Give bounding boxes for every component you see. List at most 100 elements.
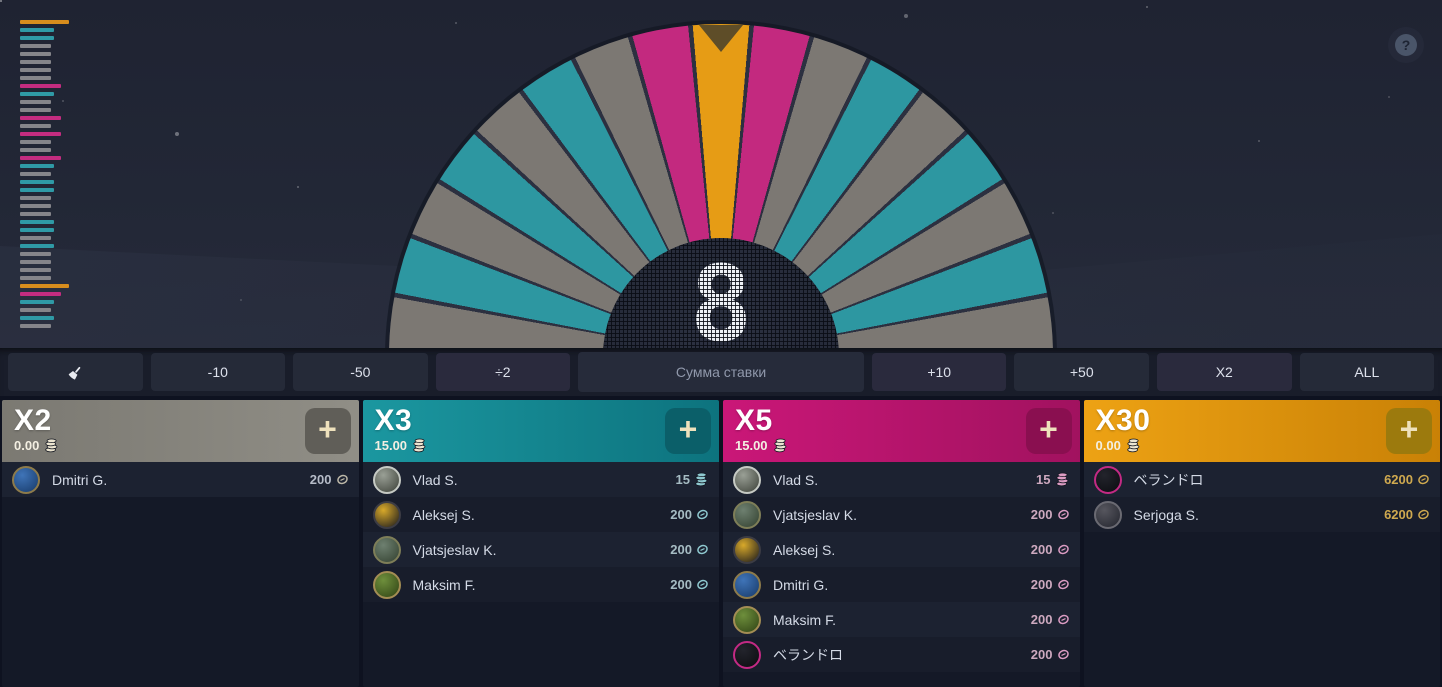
history-bar-x2: [20, 140, 51, 144]
player-row: ベランドロ 200: [723, 637, 1080, 672]
bet-amount: 15: [676, 472, 709, 487]
history-bar-x2: [20, 308, 51, 312]
player-row: Serjoga S. 6200: [1083, 497, 1440, 532]
column-multiplier-label: X30: [1095, 404, 1151, 437]
add-bet-button-x5[interactable]: +: [1025, 408, 1072, 454]
history-bar-x2: [20, 60, 51, 64]
avatar: [372, 465, 401, 494]
player-name: Aleksej S.: [412, 506, 475, 523]
avatar: [372, 570, 401, 599]
coin-stack-icon: [412, 438, 427, 453]
bet-amount-value: 200: [309, 472, 332, 487]
coin-icon: [1057, 543, 1070, 556]
bet-amount-value: 200: [670, 577, 692, 592]
coin-icon: [696, 543, 709, 556]
bet-all-in-button[interactable]: ALL: [1299, 353, 1435, 391]
bet-plus-10-button[interactable]: +10: [871, 353, 1007, 391]
coin-icon: [336, 473, 349, 486]
add-bet-button-x2[interactable]: +: [304, 408, 351, 454]
player-name: ベランドロ: [773, 646, 843, 663]
bet-amount-value: 6200: [1384, 472, 1413, 487]
history-bar-x2: [20, 276, 51, 280]
bet-double-button[interactable]: X2: [1157, 353, 1292, 391]
plus-icon: +: [678, 411, 698, 447]
column-multiplier-label: X5: [735, 404, 773, 437]
history-bar-x5: [20, 292, 61, 296]
avatar: [1093, 465, 1122, 494]
clear-bet-button[interactable]: [8, 353, 143, 391]
bet-amount-value: 200: [1030, 577, 1053, 592]
history-bar-x5: [20, 116, 61, 120]
coin-stack-icon: [44, 438, 59, 453]
coin-stack-icon: [1055, 472, 1070, 487]
avatar: [1093, 500, 1122, 529]
avatar: [733, 500, 761, 529]
history-bar-x2: [20, 124, 51, 128]
player-row: Aleksej S. 200: [723, 532, 1080, 567]
avatar: [733, 535, 761, 564]
history-bar-x2: [20, 204, 51, 208]
player-name: Dmitri G.: [52, 471, 108, 488]
bet-half-button[interactable]: ÷2: [435, 353, 571, 391]
player-name: Vlad S.: [773, 471, 819, 488]
bet-amount-value: 200: [1030, 542, 1053, 557]
avatar: [733, 465, 761, 494]
history-bar-x3: [20, 244, 54, 248]
bet-amount-value: 200: [1030, 507, 1053, 522]
history-bar-x30: [20, 284, 69, 288]
history-bar-x3: [20, 28, 54, 32]
column-total-value: 15.00: [374, 438, 408, 453]
avatar: [372, 535, 401, 564]
plus-icon: +: [318, 411, 337, 447]
bet-minus-50-button[interactable]: -50: [293, 353, 428, 391]
history-bar-x2: [20, 100, 51, 104]
coin-icon: [1057, 508, 1070, 521]
history-bar-x30: [20, 20, 69, 24]
column-header: X5 15.00 +: [723, 400, 1080, 462]
bet-minus-10-button[interactable]: -10: [150, 353, 286, 391]
plus-icon: +: [1399, 411, 1419, 447]
bet-amount: 200: [670, 577, 709, 592]
player-row: Aleksej S. 200: [362, 497, 719, 532]
history-bar-x3: [20, 300, 54, 304]
bet-amount: 6200: [1384, 472, 1430, 487]
coin-icon: [1057, 578, 1070, 591]
add-bet-button-x3[interactable]: +: [665, 408, 711, 454]
add-bet-button-x30[interactable]: +: [1386, 408, 1432, 454]
column-total-value: 0.00: [1095, 438, 1121, 453]
game-stage: 8 ?: [0, 0, 1442, 348]
player-row: Maksim F. 200: [362, 567, 719, 602]
bet-amount-value: 15: [1036, 472, 1051, 487]
player-rows: Dmitri G. 200: [2, 462, 359, 687]
player-rows: Vlad S. 15 Aleksej S. 200 Vjatsjeslav K.…: [362, 462, 719, 687]
bet-columns: X2 0.00 + Dmitri G. 200 X3 15.00 + Vlad S.…: [0, 400, 1442, 687]
column-total: 15.00: [735, 438, 1068, 453]
player-name: ベランドロ: [1133, 471, 1204, 488]
player-row: Vlad S. 15: [362, 462, 719, 497]
coin-stack-icon: [773, 438, 788, 453]
player-name: Maksim F.: [412, 576, 476, 593]
bet-amount: 6200: [1384, 507, 1430, 522]
player-row: ベランドロ 6200: [1083, 462, 1440, 497]
bet-column-x2: X2 0.00 + Dmitri G. 200: [2, 400, 359, 687]
history-bar-x2: [20, 52, 51, 56]
help-button[interactable]: ?: [1395, 34, 1417, 56]
history-bar-x5: [20, 156, 61, 160]
bet-plus-50-button[interactable]: +50: [1014, 353, 1149, 391]
bet-column-x3: X3 15.00 + Vlad S. 15 Aleksej S. 200 Vjat…: [362, 400, 719, 687]
player-row: Vjatsjeslav K. 200: [362, 532, 719, 567]
coin-icon: [1057, 613, 1070, 626]
history-bar-x2: [20, 252, 51, 256]
bet-amount: 200: [310, 472, 349, 487]
bet-amount: 200: [1031, 507, 1070, 522]
plus-icon: +: [1039, 411, 1058, 447]
player-row: Maksim F. 200: [723, 602, 1080, 637]
player-row: Vlad S. 15: [723, 462, 1080, 497]
column-header: X3 15.00 +: [362, 400, 719, 462]
column-header: X30 0.00 +: [1083, 400, 1440, 462]
bet-amount-value: 200: [1030, 647, 1053, 662]
coin-icon: [1417, 473, 1430, 486]
bet-amount: 200: [1031, 542, 1070, 557]
bet-amount-input[interactable]: [578, 352, 864, 392]
player-rows: Vlad S. 15 Vjatsjeslav K. 200 Aleksej S.…: [723, 462, 1080, 687]
